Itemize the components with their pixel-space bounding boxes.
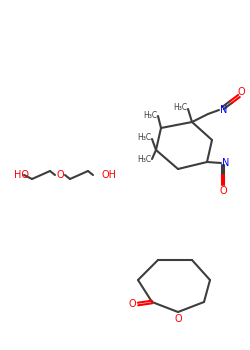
Text: N: N xyxy=(222,158,230,168)
Text: O: O xyxy=(128,299,136,309)
Text: N: N xyxy=(220,105,228,115)
Text: O: O xyxy=(174,314,182,324)
Text: H₃C: H₃C xyxy=(137,155,151,164)
Text: O: O xyxy=(237,87,245,97)
Text: H₃C: H₃C xyxy=(173,104,187,112)
Text: H₃C: H₃C xyxy=(137,133,151,142)
Text: H₃C: H₃C xyxy=(143,111,157,119)
Text: O: O xyxy=(219,186,227,196)
Text: HO: HO xyxy=(14,170,29,180)
Text: OH: OH xyxy=(101,170,116,180)
Text: O: O xyxy=(56,170,64,180)
